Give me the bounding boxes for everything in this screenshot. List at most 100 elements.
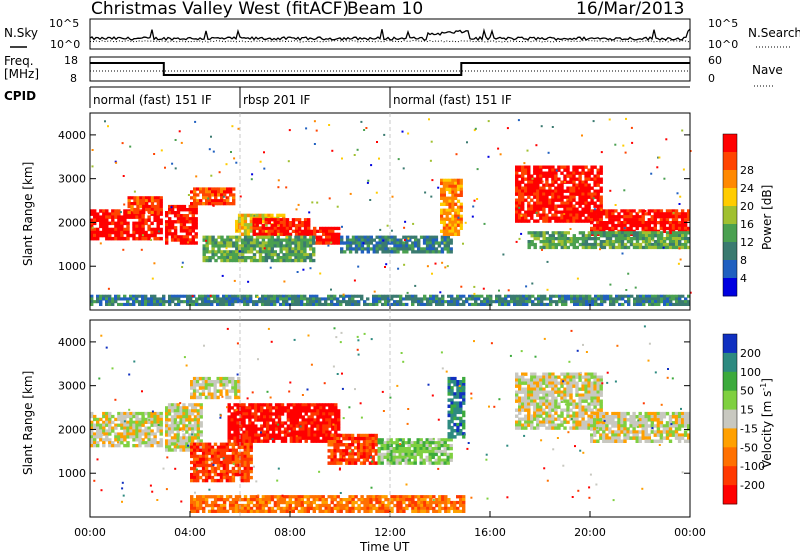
heat-cell bbox=[142, 199, 146, 203]
heat-cell bbox=[602, 240, 607, 244]
heat-cell bbox=[545, 245, 549, 250]
heat-cell bbox=[303, 218, 308, 222]
heat-cell bbox=[530, 204, 534, 208]
heat-cell bbox=[581, 234, 586, 238]
heat-cell bbox=[572, 240, 576, 244]
heat-cell bbox=[554, 195, 558, 199]
heat-cell bbox=[459, 184, 463, 189]
heat-cell bbox=[675, 242, 679, 247]
heat-cell bbox=[539, 171, 543, 175]
heat-cell bbox=[105, 423, 109, 427]
heat-cell bbox=[599, 165, 603, 169]
heat-cell bbox=[369, 241, 373, 245]
heat-cell bbox=[456, 294, 460, 298]
heat-cell bbox=[234, 451, 238, 456]
heat-cell bbox=[191, 217, 195, 221]
heat-cell bbox=[325, 439, 329, 443]
heat-cell bbox=[102, 423, 106, 427]
heat-cell bbox=[459, 429, 463, 433]
heat-cell bbox=[687, 302, 691, 306]
heat-cell bbox=[159, 212, 163, 216]
heat-cell bbox=[243, 463, 247, 468]
heat-cell bbox=[138, 300, 142, 304]
heat-cell bbox=[111, 441, 115, 445]
heat-cell bbox=[545, 216, 549, 220]
heat-cell bbox=[451, 196, 455, 200]
heat-cell bbox=[345, 302, 349, 306]
heat-cell bbox=[282, 213, 286, 218]
heat-cell bbox=[371, 433, 375, 438]
heat-cell bbox=[398, 455, 402, 459]
heat-cell bbox=[334, 406, 338, 410]
heat-cell bbox=[167, 427, 172, 431]
heat-cell bbox=[237, 460, 241, 465]
heat-cell bbox=[316, 201, 319, 204]
heat-cell bbox=[316, 235, 320, 239]
heat-cell bbox=[402, 297, 406, 301]
heat-cell bbox=[539, 195, 543, 199]
heat-cell bbox=[111, 212, 115, 216]
heat-cell bbox=[193, 187, 197, 191]
heat-cell bbox=[216, 302, 220, 306]
heat-cell bbox=[462, 395, 466, 399]
heat-cell bbox=[286, 424, 291, 428]
heat-cell bbox=[665, 237, 670, 241]
heat-cell bbox=[239, 424, 243, 428]
heat-cell bbox=[204, 297, 208, 301]
heat-cell bbox=[286, 427, 291, 431]
heat-cell bbox=[303, 232, 308, 236]
heat-cell bbox=[614, 218, 618, 222]
heat-cell bbox=[451, 205, 455, 209]
heat-cell bbox=[207, 389, 211, 393]
heat-cell bbox=[319, 403, 323, 407]
heat-cell bbox=[240, 232, 245, 236]
heat-cell bbox=[190, 460, 194, 465]
heat-cell bbox=[459, 214, 463, 218]
heat-cell bbox=[311, 201, 314, 204]
heat-cell bbox=[198, 475, 203, 480]
heat-cell bbox=[539, 216, 543, 220]
heat-cell bbox=[587, 237, 592, 241]
heat-cell bbox=[392, 452, 396, 457]
heat-cell bbox=[136, 207, 140, 212]
heat-cell bbox=[454, 196, 458, 200]
heat-cell bbox=[365, 440, 369, 444]
heat-cell bbox=[342, 293, 345, 296]
heat-cell bbox=[188, 415, 192, 419]
heat-cell bbox=[289, 430, 294, 434]
heat-cell bbox=[279, 232, 284, 236]
heat-cell bbox=[241, 250, 245, 254]
heat-cell bbox=[540, 302, 544, 306]
heat-cell bbox=[283, 409, 288, 413]
heat-cell bbox=[280, 412, 285, 416]
heat-cell bbox=[213, 386, 217, 390]
heat-cell bbox=[219, 380, 223, 384]
heat-cell bbox=[191, 427, 195, 431]
heat-cell bbox=[193, 463, 197, 468]
heat-cell bbox=[365, 443, 369, 447]
cpid-segment-label: normal (fast) 151 IF bbox=[93, 93, 212, 107]
heat-cell bbox=[605, 215, 609, 219]
heat-cell bbox=[274, 412, 279, 416]
heat-cell bbox=[635, 245, 640, 250]
heat-cell bbox=[521, 378, 525, 382]
heat-cell bbox=[668, 209, 673, 213]
heat-cell bbox=[453, 410, 457, 415]
heat-cell bbox=[546, 302, 550, 306]
heat-cell bbox=[165, 211, 169, 215]
heat-cell bbox=[310, 427, 314, 431]
heat-cell bbox=[527, 399, 531, 403]
heat-cell bbox=[286, 406, 291, 410]
heat-cell bbox=[192, 300, 196, 304]
heat-cell bbox=[527, 195, 531, 199]
heat-cell bbox=[518, 201, 522, 205]
heat-cell bbox=[271, 433, 276, 437]
heat-cell bbox=[130, 204, 134, 209]
heat-cell bbox=[431, 449, 435, 454]
heat-cell bbox=[188, 409, 192, 413]
heat-cell bbox=[145, 207, 149, 212]
heat-cell bbox=[267, 241, 271, 245]
heat-cell bbox=[578, 174, 582, 178]
heat-cell bbox=[627, 302, 631, 306]
heat-cell bbox=[303, 221, 308, 225]
